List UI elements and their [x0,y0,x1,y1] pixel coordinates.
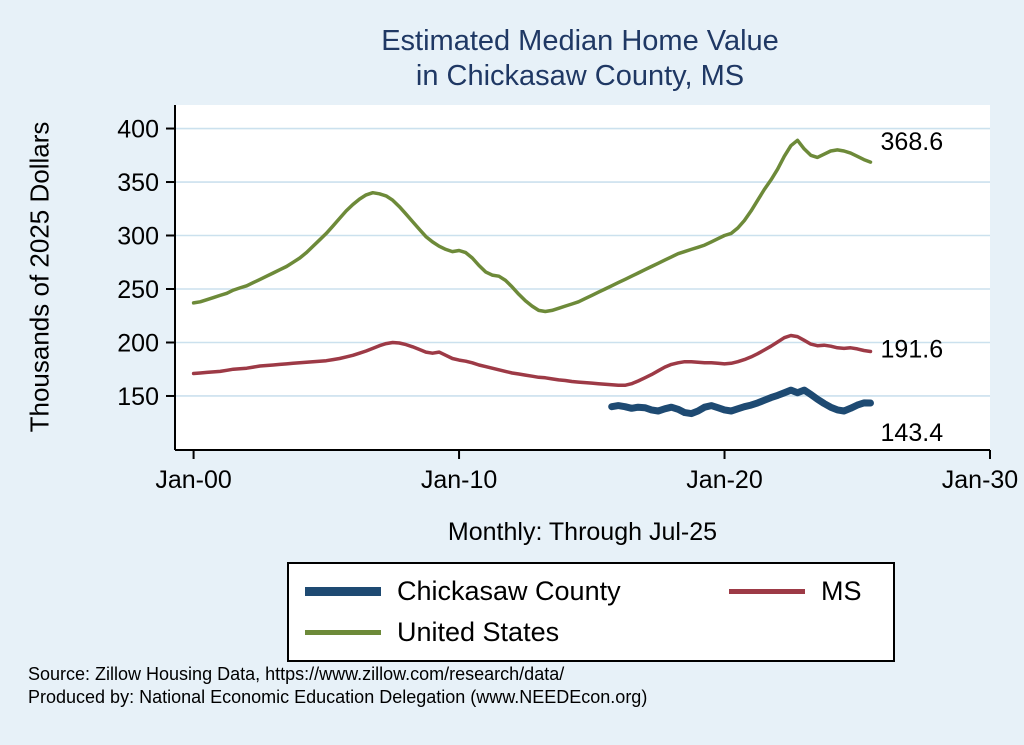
legend-item-chickasaw-county: Chickasaw County [289,576,713,607]
x-tick-label: Jan-10 [421,466,497,494]
legend: Chickasaw County MS United States [287,562,895,662]
chart-title-line1: Estimated Median Home Value [381,25,779,57]
producer-line: Produced by: National Economic Education… [28,687,648,708]
source-note: Source: Zillow Housing Data, https://www… [28,663,647,710]
legend-label: Chickasaw County [397,576,621,606]
y-tick-label: 250 [117,276,159,304]
x-axis-title: Monthly: Through Jul-25 [447,518,718,546]
series-end-label-united-states: 368.6 [881,128,944,156]
legend-label: MS [821,576,862,606]
chart-title-line2: in Chickasaw County, MS [415,60,745,93]
series-line-ms [191,333,873,388]
source-line: Source: Zillow Housing Data, https://www… [28,664,565,684]
series-end-label-ms: 191.6 [881,335,944,363]
legend-swatch-chickasaw-county [305,587,381,596]
legend-label: United States [397,617,560,647]
x-tick-label: Jan-30 [942,466,1018,494]
y-tick-label: 400 [117,116,159,144]
series-line-united-states [191,138,873,314]
legend-swatch-ms [729,589,805,594]
legend-item-ms: MS [713,576,893,607]
legend-item-united-states: United States [289,617,713,648]
x-tick-label: Jan-20 [686,466,762,494]
legend-swatch-united-states [305,630,381,635]
plot-background [175,105,990,450]
chart-title: Estimated Median Home Value in Chickasaw… [130,24,1024,95]
series-line-chickasaw-county [608,386,874,418]
y-tick-label: 200 [117,329,159,357]
x-tick-label: Jan-00 [155,466,231,494]
series-end-label-chickasaw-county: 143.4 [881,419,944,447]
y-tick-label: 300 [117,223,159,251]
y-tick-label: 150 [117,383,159,411]
y-tick-label: 350 [117,169,159,197]
